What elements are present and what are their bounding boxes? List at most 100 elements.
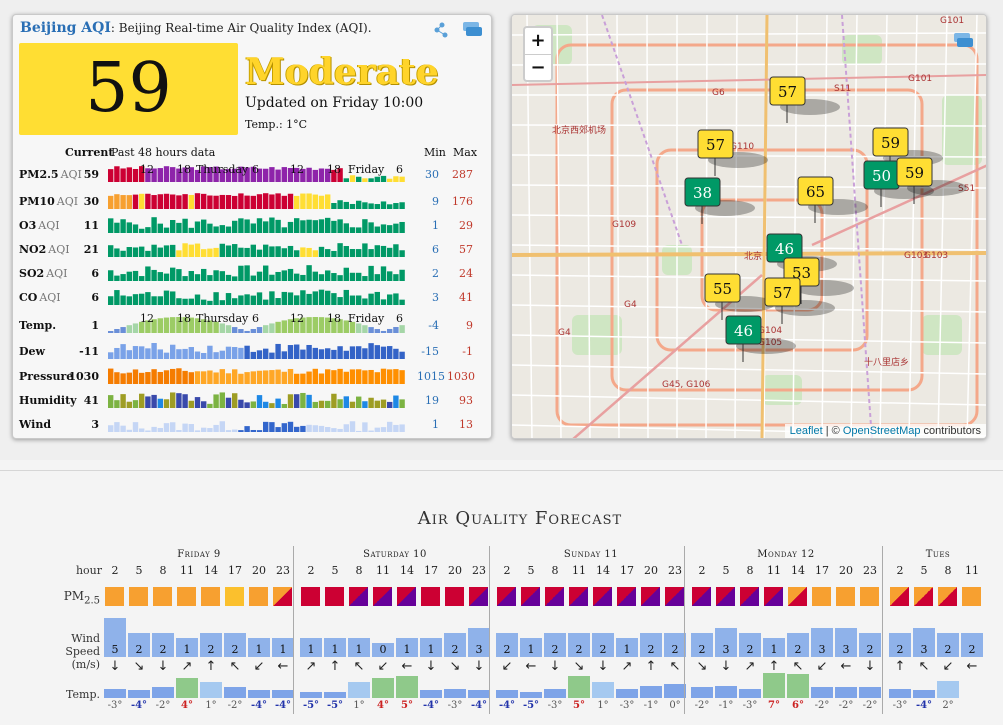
sparkline-bar xyxy=(232,327,238,333)
pm-forecast-square[interactable] xyxy=(788,587,807,606)
pm-forecast-square[interactable] xyxy=(325,587,344,606)
sparkline-bar xyxy=(294,218,300,233)
map-label: G104 xyxy=(758,326,782,336)
sparkline-bar xyxy=(356,200,362,209)
sparkline-bar xyxy=(238,295,244,305)
sparkline-bar xyxy=(294,273,300,281)
wind-arrow-icon: ↓ xyxy=(109,659,121,674)
pm-forecast-square[interactable] xyxy=(129,587,148,606)
pm-forecast-square[interactable] xyxy=(764,587,783,606)
pm-forecast-square[interactable] xyxy=(521,587,540,606)
wind-bar xyxy=(544,633,566,657)
pm-forecast-square[interactable] xyxy=(593,587,612,606)
row-min: -15 xyxy=(421,345,439,358)
sparkline-bar xyxy=(368,430,374,432)
layers-icon[interactable] xyxy=(952,31,974,49)
pm-forecast-square[interactable] xyxy=(836,587,855,606)
sparkline-bar xyxy=(120,344,126,359)
pm-forecast-square[interactable] xyxy=(617,587,636,606)
sparkline-bar xyxy=(349,203,356,209)
sparkline-bar xyxy=(275,321,281,333)
sparkline-wind[interactable] xyxy=(108,412,408,432)
leaflet-link[interactable]: Leaflet xyxy=(789,425,823,437)
pm-forecast-square[interactable] xyxy=(812,587,831,606)
street xyxy=(512,214,986,220)
pm-forecast-square[interactable] xyxy=(914,587,933,606)
zoom-in-button[interactable]: + xyxy=(530,30,546,51)
sparkline-pm10[interactable] xyxy=(108,189,408,209)
wind-bar xyxy=(811,628,833,657)
map-background xyxy=(512,15,986,438)
layers-icon[interactable] xyxy=(461,20,483,38)
sparkline-so2[interactable] xyxy=(108,261,408,281)
sparkline-bar xyxy=(393,348,399,359)
sparkline-bar xyxy=(349,249,356,257)
pm-forecast-square[interactable] xyxy=(373,587,392,606)
sparkline-bar xyxy=(176,195,182,209)
hour-cell: 11 xyxy=(572,564,586,577)
sparkline-co[interactable] xyxy=(108,285,408,305)
pm-forecast-square[interactable] xyxy=(469,587,488,606)
sparkline-pressure[interactable] xyxy=(108,364,408,384)
pm-forecast-square[interactable] xyxy=(962,587,981,606)
park-area xyxy=(922,315,962,355)
pm-forecast-square[interactable] xyxy=(105,587,124,606)
pm-forecast-square[interactable] xyxy=(273,587,292,606)
marker-value: 57 xyxy=(773,284,792,302)
city-name[interactable]: Beijing AQI xyxy=(20,20,111,36)
sparkline-bar xyxy=(108,195,114,209)
pm-forecast-square[interactable] xyxy=(497,587,516,606)
hour-cell: 14 xyxy=(204,564,218,577)
temp-bar xyxy=(300,692,322,698)
pm-forecast-square[interactable] xyxy=(421,587,440,606)
zoom-out-button[interactable]: − xyxy=(525,54,551,80)
sparkline-bar xyxy=(343,350,349,359)
sparkline-bar xyxy=(163,352,170,359)
sparkline-pm25[interactable] xyxy=(108,162,408,182)
pm-forecast-square[interactable] xyxy=(938,587,957,606)
pm-forecast-square[interactable] xyxy=(740,587,759,606)
pm-forecast-square[interactable] xyxy=(545,587,564,606)
marker-value: 50 xyxy=(872,167,891,185)
pm-forecast-square[interactable] xyxy=(445,587,464,606)
card-title: Beijing AQI: Beijing Real-time Air Quali… xyxy=(20,20,372,36)
sparkline-bar xyxy=(349,346,356,359)
row-name: PM10 xyxy=(19,195,55,208)
sparkline-bar xyxy=(263,325,269,333)
sparkline-dew[interactable] xyxy=(108,339,408,359)
highway xyxy=(512,251,986,257)
pm-forecast-square[interactable] xyxy=(349,587,368,606)
pm-forecast-square[interactable] xyxy=(692,587,711,606)
row-max: 93 xyxy=(459,394,473,407)
pm-forecast-square[interactable] xyxy=(716,587,735,606)
pm-forecast-square[interactable] xyxy=(301,587,320,606)
pm-forecast-square[interactable] xyxy=(153,587,172,606)
sparkline-bar xyxy=(300,193,306,209)
wind-arrow-icon: ↙ xyxy=(501,659,513,674)
sparkline-bar xyxy=(380,299,387,305)
pm-forecast-square[interactable] xyxy=(569,587,588,606)
pm-forecast-square[interactable] xyxy=(665,587,684,606)
pm-forecast-square[interactable] xyxy=(397,587,416,606)
sparkline-humidity[interactable] xyxy=(108,388,408,408)
pm-forecast-square[interactable] xyxy=(641,587,660,606)
pm-forecast-square[interactable] xyxy=(177,587,196,606)
sparkline-no2[interactable] xyxy=(108,237,408,257)
pm-forecast-square[interactable] xyxy=(890,587,909,606)
sparkline-temp[interactable] xyxy=(108,313,408,333)
pm-forecast-square[interactable] xyxy=(249,587,268,606)
pm-forecast-square[interactable] xyxy=(201,587,220,606)
sparkline-bar xyxy=(269,291,275,305)
share-icon[interactable] xyxy=(433,20,483,40)
sparkline-bar xyxy=(244,219,250,233)
sparkline-o3[interactable] xyxy=(108,213,408,233)
temp-value: -1° xyxy=(718,700,734,711)
pm-forecast-square[interactable] xyxy=(860,587,879,606)
osm-link[interactable]: OpenStreetMap xyxy=(842,425,921,437)
sparkline-bar xyxy=(281,291,287,305)
row-name: Wind xyxy=(19,418,52,431)
pm-forecast-square[interactable] xyxy=(225,587,244,606)
sparkline-bar xyxy=(145,430,151,432)
